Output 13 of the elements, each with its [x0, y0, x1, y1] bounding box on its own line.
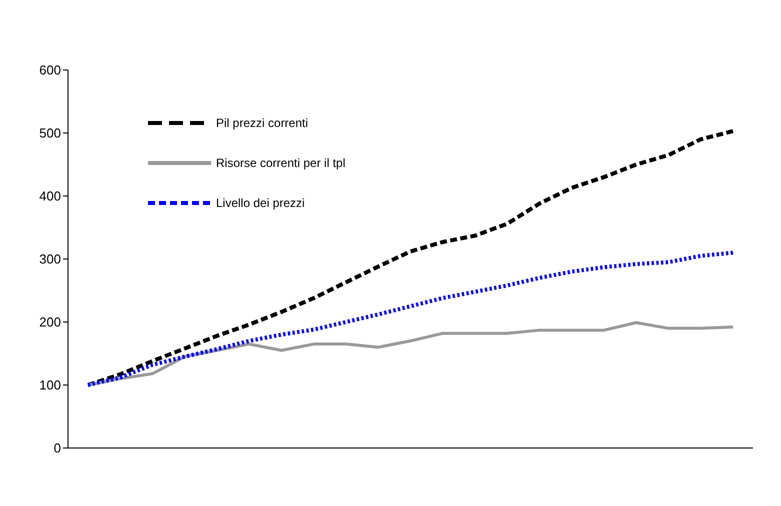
y-tick-label: 600 [39, 62, 61, 78]
line-series [86, 129, 735, 387]
y-tick-label: 0 [54, 440, 61, 456]
y-tick-label: 400 [39, 188, 61, 204]
legend-label: Risorse correnti per il tpl [216, 156, 346, 170]
y-tick-label: 500 [39, 126, 61, 141]
legend-label: Livello dei prezzi [216, 196, 305, 210]
legend-label: Pil prezzi correnti [216, 116, 308, 130]
line-series [86, 250, 735, 387]
y-tick-label: 300 [39, 252, 61, 267]
line-series [86, 321, 734, 386]
y-tick-label: 100 [39, 378, 61, 393]
y-tick-label: 200 [39, 314, 61, 330]
